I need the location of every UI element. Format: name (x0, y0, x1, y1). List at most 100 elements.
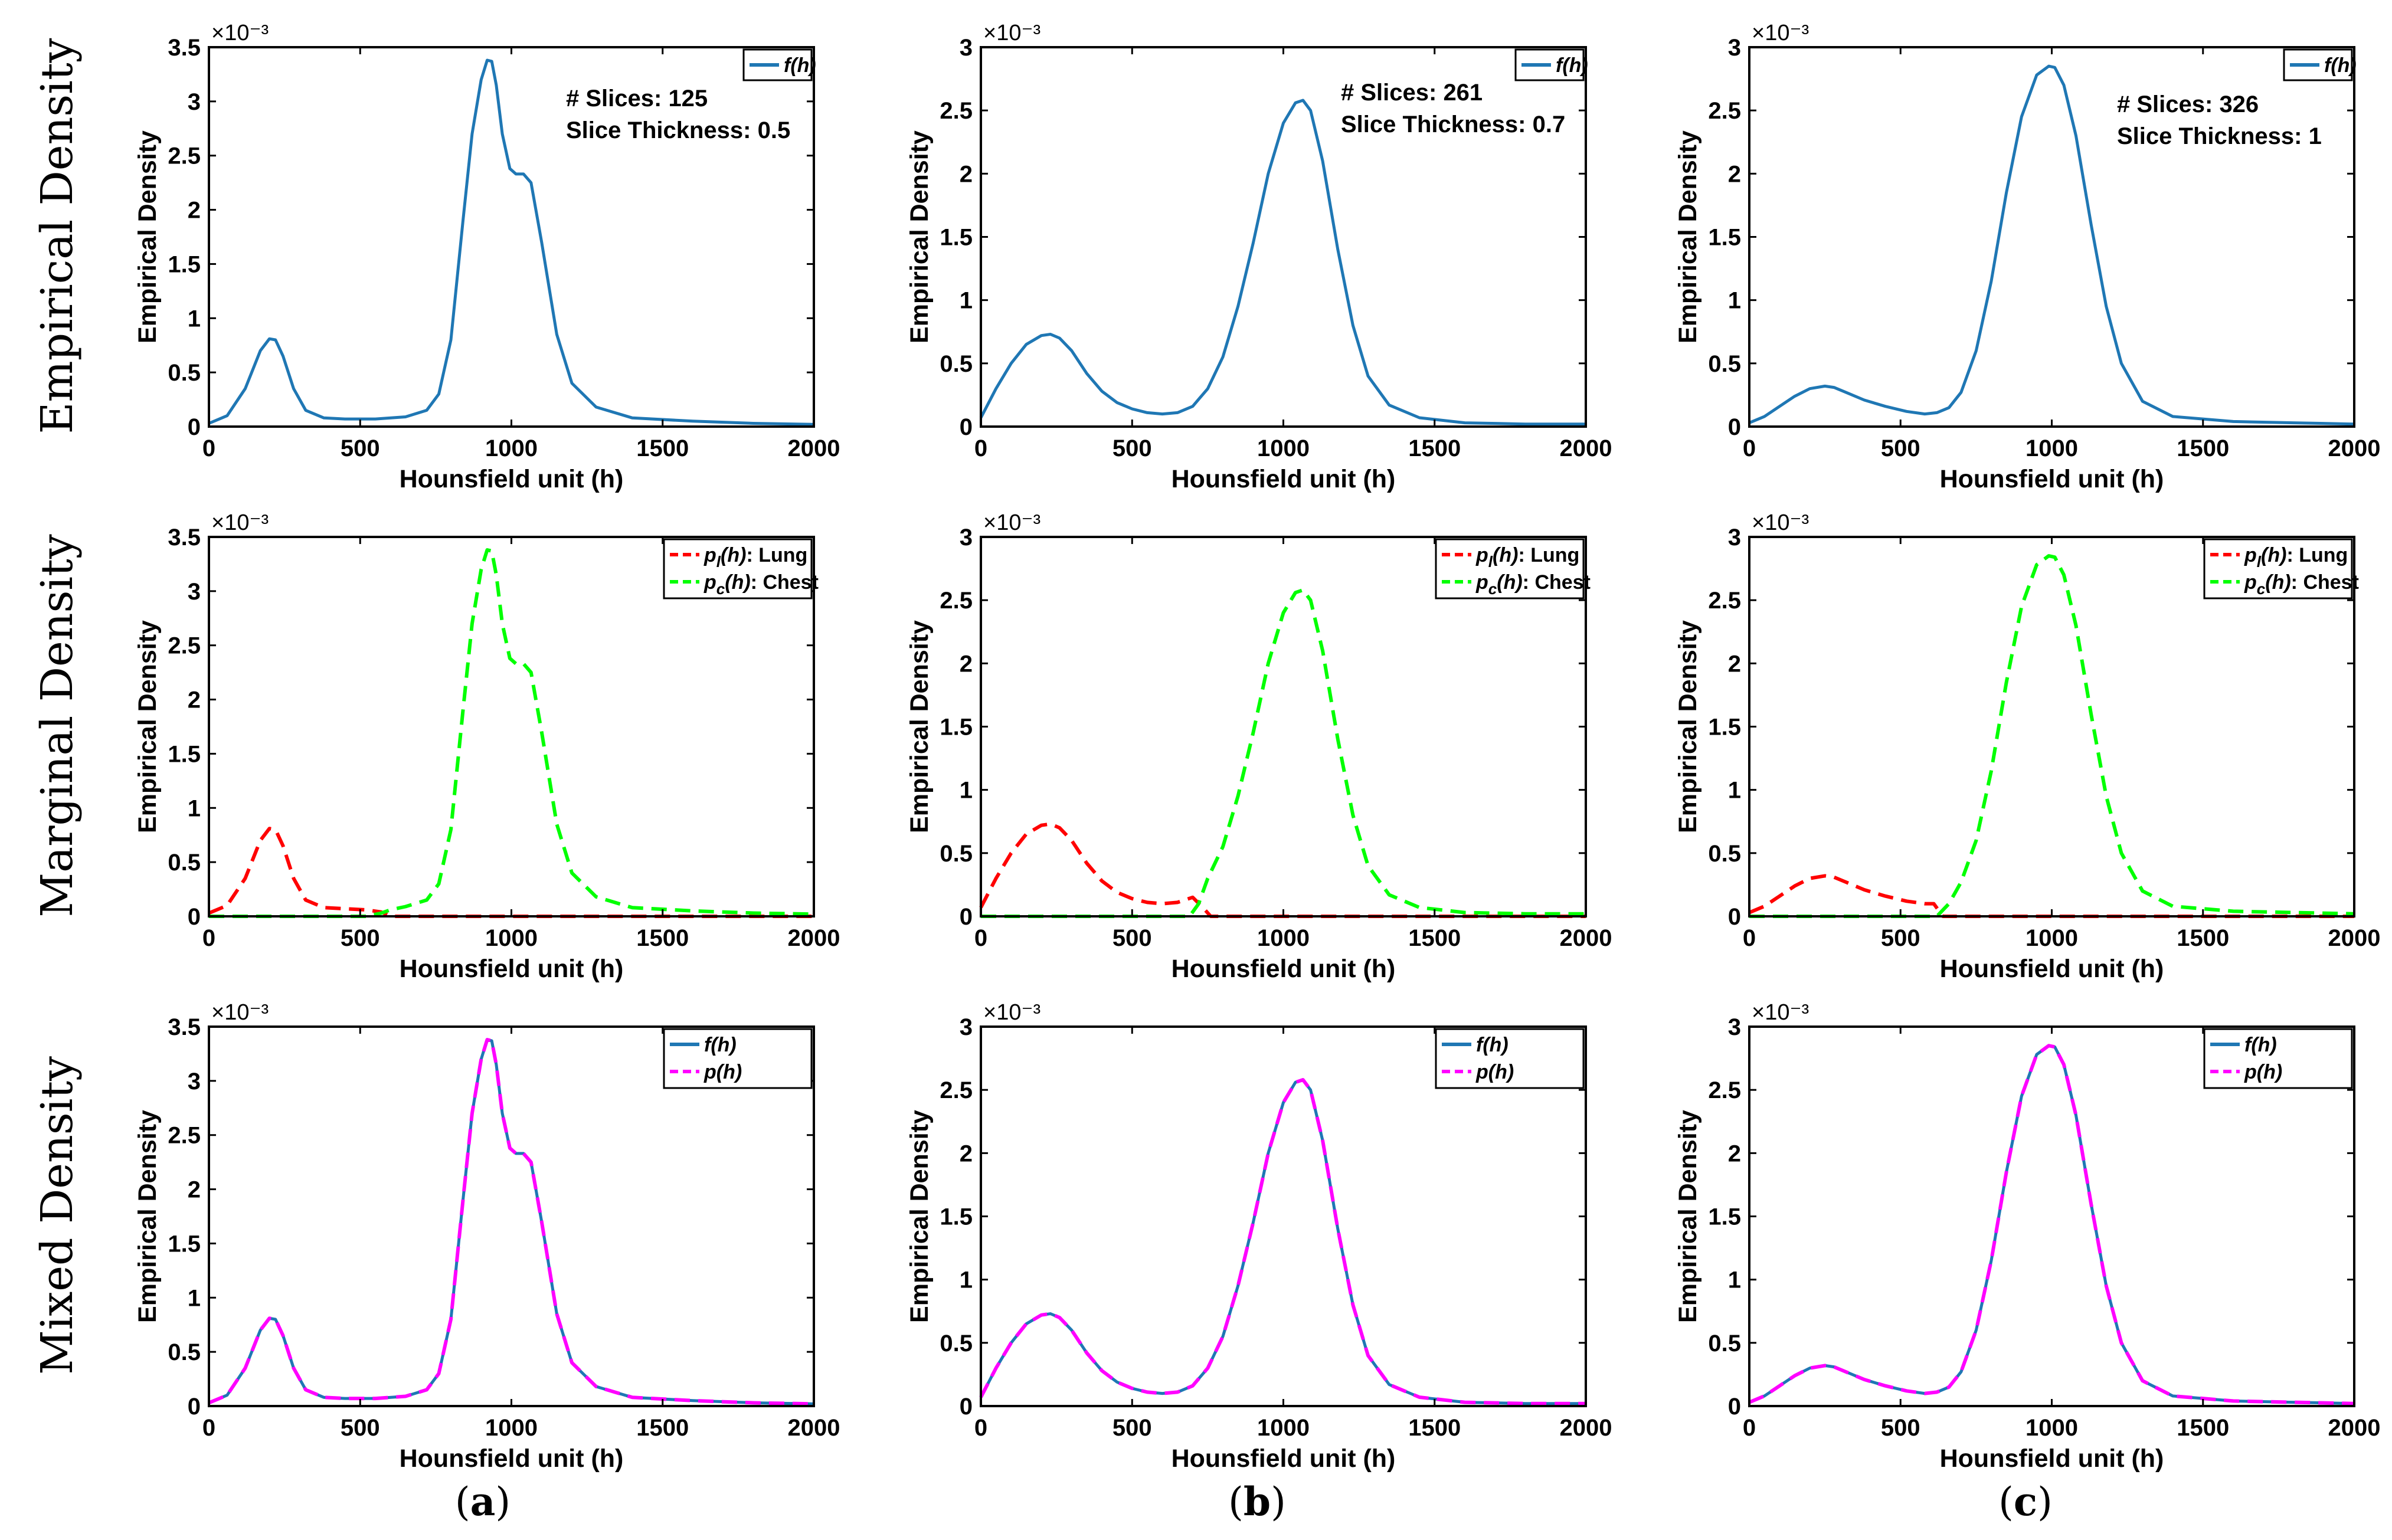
plot-mixed-a: 0 500 1000 1500 2000 0 0.5 1 1.5 2 2.5 3 3.5 ×10⁻³ Hou… (133, 1000, 840, 1473)
legend-entry: pc(h): Chest (703, 571, 819, 598)
legend: f(h) p(h) (2203, 1028, 2353, 1089)
row-label-marginal: Marginal Density (32, 534, 83, 917)
y-tick-label: 3 (188, 1069, 201, 1095)
slice-annotation-line: Slice Thickness: 0.7 (1341, 112, 1565, 137)
legend-entry: pl(h): Lung (1475, 544, 1579, 571)
x-tick-label: 0 (1743, 1415, 1756, 1441)
row-labels: Empirical Density Marginal Density Mixed… (32, 38, 83, 1375)
x-tick-label: 1500 (2177, 925, 2229, 951)
series-line-ph (979, 1078, 1586, 1405)
y-axis-label: Empirical Density (1674, 620, 1702, 833)
y-tick-label: 0.5 (940, 1331, 973, 1356)
y-tick-label: 2 (960, 651, 973, 677)
y-axis-label: Empirical Density (133, 1110, 162, 1323)
y-tick-label: 1 (960, 288, 973, 314)
x-axis-label: Hounsfield unit (h) (400, 1444, 624, 1473)
y-exponent-label: ×10⁻³ (983, 510, 1040, 535)
legend-box (2203, 538, 2353, 599)
plot-background (1749, 1027, 2354, 1406)
y-axis-label: Empirical Density (905, 620, 934, 833)
x-axis-label: Hounsfield unit (h) (1940, 955, 2164, 983)
x-tick-label: 500 (341, 925, 380, 951)
y-tick-label: 3 (1728, 525, 1741, 551)
x-tick-label: 1500 (1408, 925, 1461, 951)
y-exponent-label: ×10⁻³ (983, 1000, 1040, 1025)
y-tick-label: 3.5 (168, 1014, 201, 1040)
x-axis-label: Hounsfield unit (h) (1172, 1444, 1396, 1473)
x-tick-label: 2000 (1560, 1415, 1612, 1441)
plot-background (1749, 47, 2354, 427)
plot-marginal-a: 0 500 1000 1500 2000 0 0.5 1 1.5 2 2.5 3 3.5 ×10⁻³ Hou… (133, 510, 840, 983)
x-tick-label: 1000 (1257, 435, 1310, 461)
y-exponent-label: ×10⁻³ (1752, 1000, 1809, 1025)
legend-entry: f(h) (1556, 54, 1588, 77)
x-tick-label: 1000 (2025, 435, 2078, 461)
y-axis-label: Empirical Density (133, 620, 162, 833)
legend-entry: f(h) (2244, 1034, 2277, 1056)
x-axis-label: Hounsfield unit (h) (1940, 1444, 2164, 1473)
series-line-fh (979, 99, 1586, 426)
x-axis-label: Hounsfield unit (h) (1172, 465, 1396, 493)
panel-label-a: (a) (455, 1479, 511, 1525)
y-tick-label: 2.5 (168, 1123, 201, 1149)
series-line-plhlung (208, 827, 814, 918)
y-tick-label: 0 (960, 904, 973, 930)
x-tick-label: 500 (1112, 435, 1152, 461)
x-tick-label: 1000 (485, 925, 538, 951)
y-tick-label: 2 (1728, 1141, 1741, 1167)
x-tick-label: 2000 (2328, 925, 2381, 951)
x-axis-label: Hounsfield unit (h) (400, 955, 624, 983)
y-tick-label: 2 (188, 198, 201, 224)
x-tick-label: 1500 (2177, 435, 2229, 461)
y-tick-label: 3 (188, 579, 201, 605)
plot-marginal-c: 0 500 1000 1500 2000 0 0.5 1 1.5 2 2.5 3 ×10⁻³ Hounsf… (1674, 510, 2380, 983)
x-tick-label: 2000 (788, 925, 840, 951)
row-label-mixed: Mixed Density (32, 1056, 83, 1375)
plot-empirical-c: 0 500 1000 1500 2000 0 0.5 1 1.5 2 2.5 3 ×10⁻³ Hounsf… (1674, 21, 2380, 493)
x-tick-label: 0 (202, 435, 215, 461)
y-tick-label: 2 (188, 1177, 201, 1203)
y-tick-label: 1.5 (168, 251, 201, 277)
y-tick-label: 0 (1728, 904, 1741, 930)
x-tick-label: 0 (202, 925, 215, 951)
x-tick-label: 500 (1881, 435, 1920, 461)
slice-annotation-line: # Slices: 125 (566, 86, 708, 112)
y-tick-label: 3.5 (168, 35, 201, 61)
x-tick-label: 1000 (2025, 925, 2078, 951)
series-line-pchchest (1749, 554, 2355, 918)
y-tick-label: 0 (188, 904, 201, 930)
y-tick-label: 2.5 (1708, 588, 1741, 614)
series-line-pchchest (209, 548, 814, 918)
x-tick-label: 2000 (1560, 925, 1612, 951)
x-tick-label: 500 (1881, 1415, 1920, 1441)
x-tick-label: 1000 (485, 1415, 538, 1441)
y-tick-label: 1.5 (1708, 1204, 1741, 1230)
legend-box (663, 1028, 813, 1089)
x-tick-label: 500 (341, 435, 380, 461)
legend-entry: pl(h): Lung (703, 544, 807, 571)
x-tick-label: 1500 (636, 435, 689, 461)
x-tick-label: 2000 (2328, 435, 2381, 461)
y-tick-label: 1.5 (940, 1204, 973, 1230)
x-tick-label: 0 (974, 925, 987, 951)
plot-mixed-c: 0 500 1000 1500 2000 0 0.5 1 1.5 2 2.5 3 ×10⁻³ Hounsf… (1674, 1000, 2380, 1473)
y-exponent-label: ×10⁻³ (211, 510, 269, 535)
plot-background (209, 537, 814, 916)
x-tick-label: 2000 (788, 435, 840, 461)
row-label-empirical: Empirical Density (32, 38, 83, 434)
y-tick-label: 3 (960, 1014, 973, 1040)
y-tick-label: 0 (188, 1394, 201, 1420)
plot-background (981, 47, 1586, 427)
y-tick-label: 0.5 (940, 841, 973, 867)
y-tick-label: 0 (960, 414, 973, 440)
x-tick-label: 1500 (2177, 1415, 2229, 1441)
panel-labels: (a) (b) (c) (455, 1479, 2053, 1525)
y-tick-label: 2.5 (940, 98, 973, 124)
y-tick-label: 0 (188, 414, 201, 440)
y-tick-label: 1 (188, 1285, 201, 1311)
x-tick-label: 1000 (1257, 925, 1310, 951)
y-tick-label: 1.5 (1708, 225, 1741, 251)
